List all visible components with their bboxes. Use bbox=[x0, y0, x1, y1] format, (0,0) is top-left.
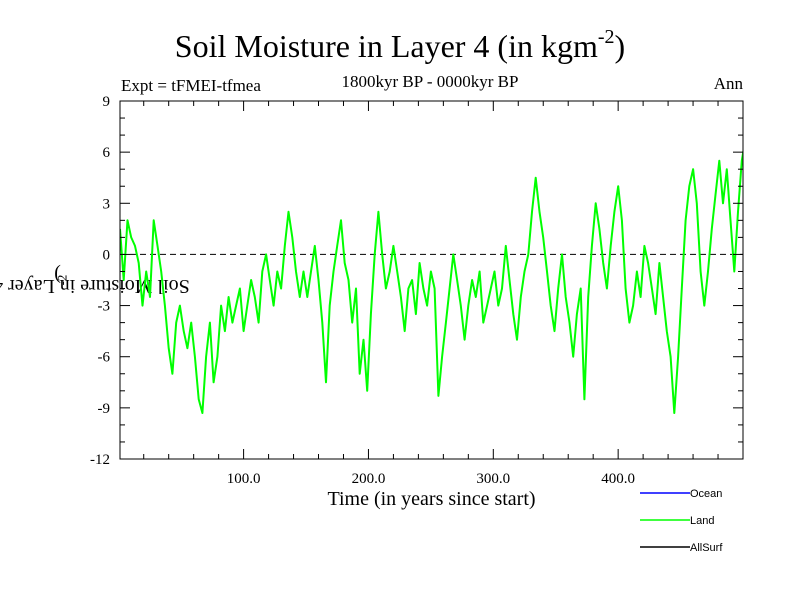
chart-title: Soil Moisture in Layer 4 (in kgm-2) bbox=[174, 26, 626, 64]
y-tick-label: -6 bbox=[98, 350, 111, 366]
x-axis-label: Time (in years since start) bbox=[327, 488, 536, 510]
y-tick-label: -9 bbox=[98, 401, 111, 417]
period-label: 1800kyr BP - 0000kyr BP bbox=[341, 72, 519, 91]
experiment-label: Expt = tFMEI-tfmea bbox=[121, 76, 261, 95]
x-tick-label: 300.0 bbox=[476, 471, 510, 487]
y-tick-label: -3 bbox=[98, 299, 111, 315]
season-label: Ann bbox=[713, 74, 743, 93]
y-tick-label: 9 bbox=[103, 94, 111, 110]
legend-label-land: Land bbox=[690, 515, 714, 527]
plot-frame bbox=[119, 100, 744, 460]
x-tick-label: 100.0 bbox=[227, 471, 261, 487]
legend-label-ocean: Ocean bbox=[690, 488, 722, 500]
x-tick-label: 200.0 bbox=[352, 471, 386, 487]
y-tick-label: 6 bbox=[103, 145, 111, 161]
x-tick-label: 400.0 bbox=[601, 471, 635, 487]
legend-label-allsurf: AllSurf bbox=[690, 542, 723, 554]
y-tick-label: -12 bbox=[90, 452, 110, 468]
y-tick-label: 3 bbox=[103, 196, 111, 212]
series-line-land bbox=[120, 147, 743, 414]
y-tick-label: 0 bbox=[103, 247, 111, 263]
